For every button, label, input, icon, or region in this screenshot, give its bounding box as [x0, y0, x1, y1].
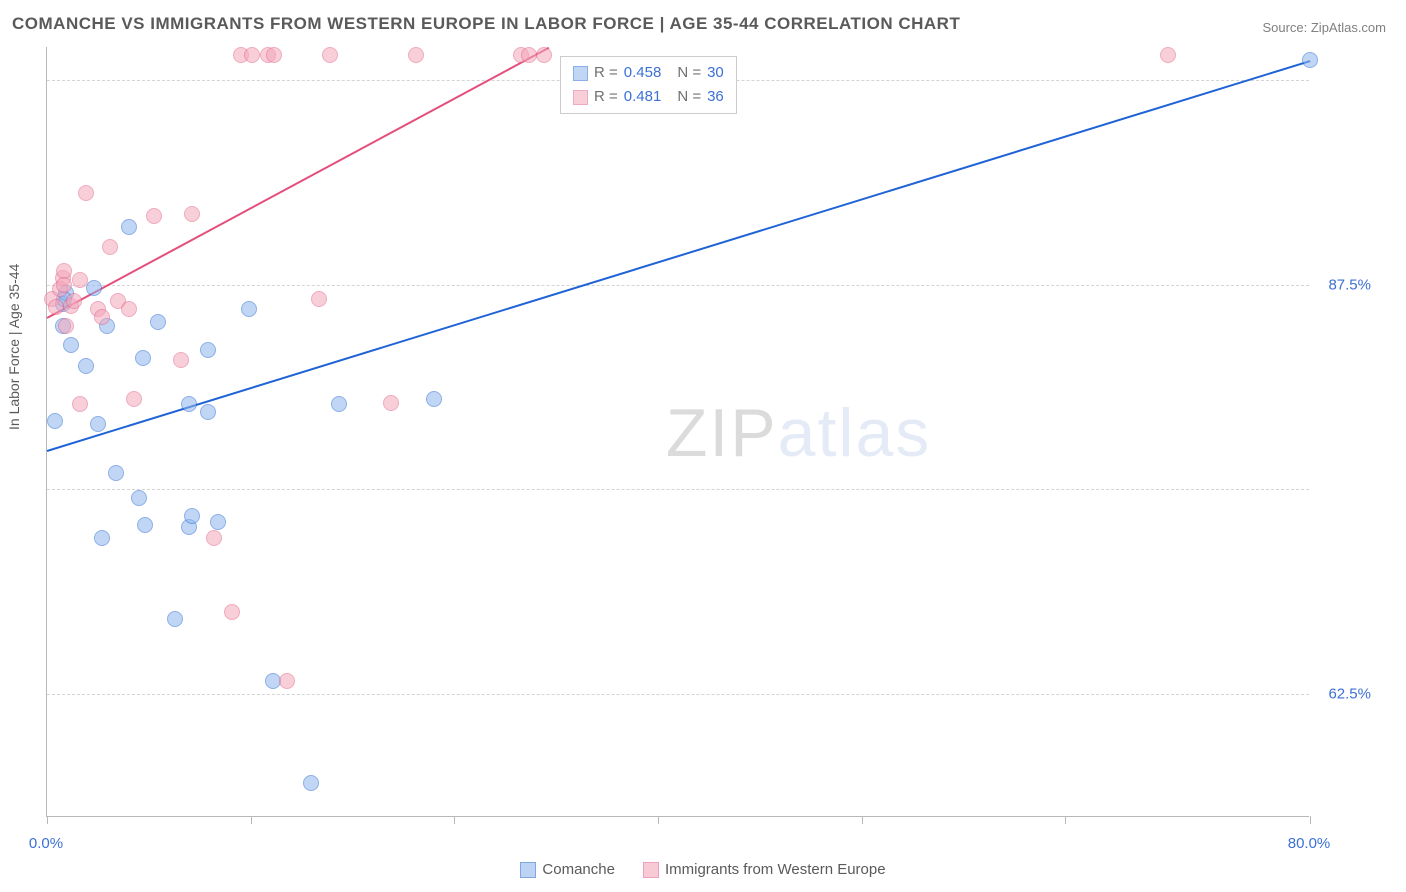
n-label: N =	[677, 61, 701, 85]
source-prefix: Source:	[1262, 20, 1310, 35]
data-point	[72, 272, 88, 288]
data-point	[78, 185, 94, 201]
legend-swatch	[573, 66, 588, 81]
series-legend: Comanche Immigrants from Western Europe	[0, 861, 1406, 878]
data-point	[58, 318, 74, 334]
n-value: 36	[707, 85, 724, 109]
data-point	[131, 490, 147, 506]
x-tick	[862, 816, 863, 824]
data-point	[322, 47, 338, 63]
data-point	[173, 352, 189, 368]
watermark-zip: ZIP	[666, 395, 778, 471]
data-point	[1160, 47, 1176, 63]
data-point	[72, 396, 88, 412]
source-credit: Source: ZipAtlas.com	[1262, 20, 1386, 35]
n-label: N =	[677, 85, 701, 109]
data-point	[210, 514, 226, 530]
data-point	[184, 206, 200, 222]
x-tick	[251, 816, 252, 824]
data-point	[135, 350, 151, 366]
data-point	[331, 396, 347, 412]
data-point	[244, 47, 260, 63]
data-point	[102, 239, 118, 255]
data-point	[279, 673, 295, 689]
legend-item: Comanche	[520, 861, 615, 878]
legend-label: Comanche	[542, 861, 615, 878]
y-tick-label: 87.5%	[1328, 276, 1371, 293]
data-point	[86, 280, 102, 296]
data-point	[121, 219, 137, 235]
data-point	[383, 395, 399, 411]
trend-line	[47, 47, 550, 319]
legend-swatch	[643, 862, 659, 878]
x-tick	[47, 816, 48, 824]
data-point	[137, 517, 153, 533]
data-point	[536, 47, 552, 63]
data-point	[408, 47, 424, 63]
data-point	[94, 309, 110, 325]
watermark: ZIPatlas	[666, 394, 931, 472]
data-point	[311, 291, 327, 307]
data-point	[266, 47, 282, 63]
data-point	[167, 611, 183, 627]
data-point	[63, 337, 79, 353]
data-point	[47, 413, 63, 429]
x-tick-label: 0.0%	[29, 835, 63, 852]
data-point	[121, 301, 137, 317]
r-value: 0.458	[624, 61, 662, 85]
source-name: ZipAtlas.com	[1311, 20, 1386, 35]
chart-title: COMANCHE VS IMMIGRANTS FROM WESTERN EURO…	[12, 14, 960, 34]
y-axis-label: In Labor Force | Age 35-44	[6, 264, 22, 430]
r-label: R =	[594, 85, 618, 109]
y-gridline	[47, 285, 1309, 286]
data-point	[108, 465, 124, 481]
data-point	[56, 277, 72, 293]
data-point	[200, 342, 216, 358]
data-point	[78, 358, 94, 374]
x-tick	[658, 816, 659, 824]
correlation-stats-box: R =0.458 N =30 R =0.481 N =36	[560, 56, 737, 114]
y-gridline	[47, 489, 1309, 490]
n-value: 30	[707, 61, 724, 85]
y-tick-label: 62.5%	[1328, 686, 1371, 703]
x-tick-label: 80.0%	[1288, 835, 1331, 852]
legend-label: Immigrants from Western Europe	[665, 861, 886, 878]
data-point	[241, 301, 257, 317]
x-tick	[1065, 816, 1066, 824]
data-point	[94, 530, 110, 546]
y-gridline	[47, 694, 1309, 695]
x-tick	[1310, 816, 1311, 824]
data-point	[303, 775, 319, 791]
stats-row: R =0.481 N =36	[573, 85, 724, 109]
data-point	[150, 314, 166, 330]
scatter-plot: ZIPatlas 62.5%87.5%	[46, 47, 1309, 817]
data-point	[224, 604, 240, 620]
data-point	[1302, 52, 1318, 68]
data-point	[184, 508, 200, 524]
data-point	[181, 396, 197, 412]
watermark-atlas: atlas	[778, 395, 932, 471]
legend-item: Immigrants from Western Europe	[643, 861, 886, 878]
legend-swatch	[520, 862, 536, 878]
data-point	[90, 416, 106, 432]
x-tick	[454, 816, 455, 824]
data-point	[146, 208, 162, 224]
data-point	[126, 391, 142, 407]
r-value: 0.481	[624, 85, 662, 109]
data-point	[206, 530, 222, 546]
data-point	[426, 391, 442, 407]
r-label: R =	[594, 61, 618, 85]
trend-line	[47, 60, 1311, 452]
legend-swatch	[573, 90, 588, 105]
data-point	[521, 47, 537, 63]
data-point	[200, 404, 216, 420]
data-point	[66, 293, 82, 309]
stats-row: R =0.458 N =30	[573, 61, 724, 85]
